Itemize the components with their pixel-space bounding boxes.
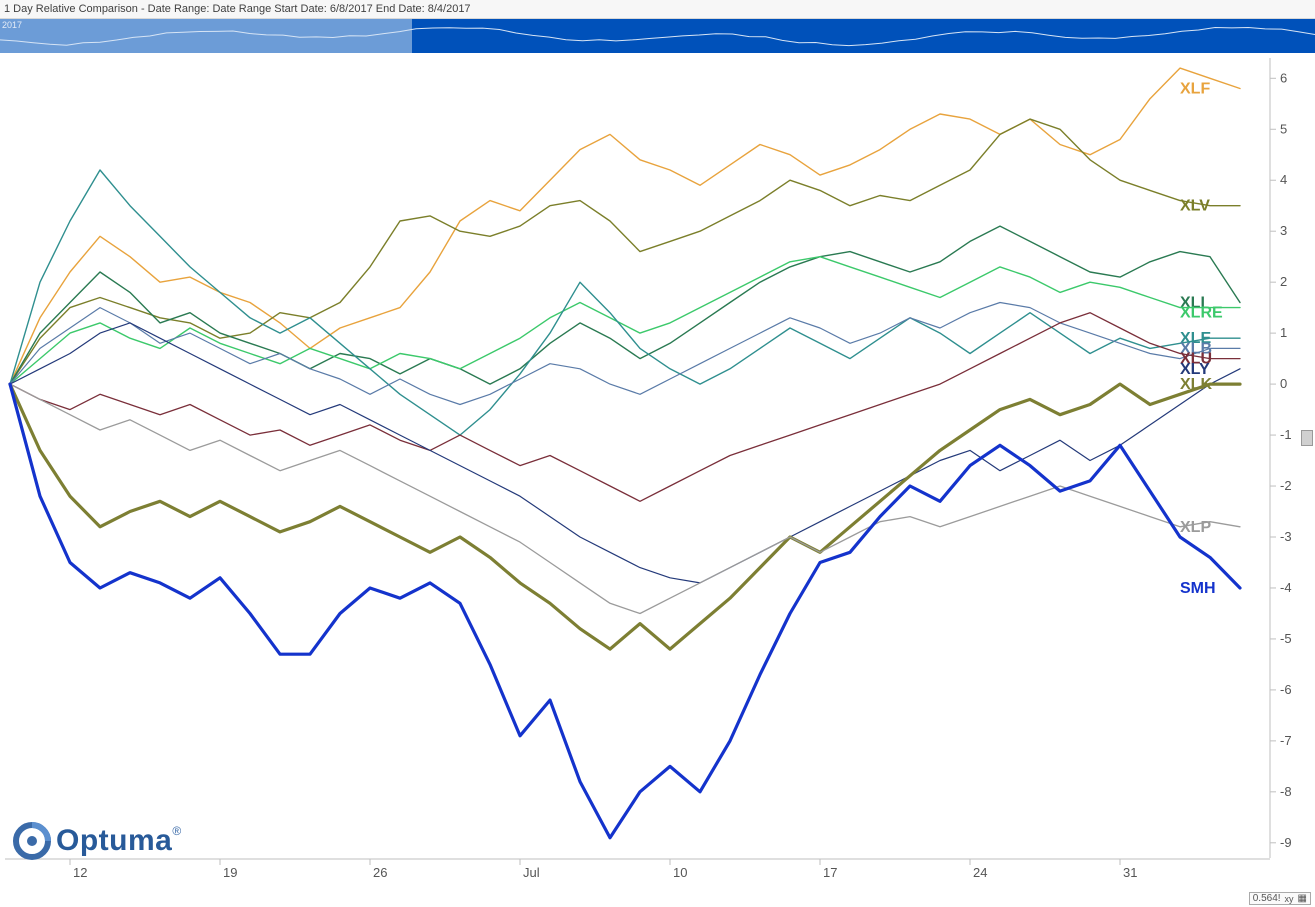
- series-label-xlre: XLRE: [1180, 305, 1223, 322]
- relative-comparison-chart: -9-8-7-6-5-4-3-2-10123456121926Jul101724…: [0, 53, 1315, 879]
- series-xlv: [10, 119, 1240, 384]
- optuma-logo: Optuma®: [12, 821, 182, 861]
- series-xly: [10, 323, 1240, 583]
- svg-text:-4: -4: [1280, 580, 1292, 595]
- svg-text:Jul: Jul: [523, 865, 540, 879]
- svg-text:31: 31: [1123, 865, 1137, 879]
- x-axis: 12 19 26 Jul 10 17 24 31: [5, 859, 1270, 879]
- series-label-xlf: XLF: [1180, 80, 1210, 97]
- series-smh: [10, 384, 1240, 838]
- navigation-strip[interactable]: 2017: [0, 19, 1315, 53]
- y-axis: -9 -8 -7 -6 -5 -4 -3 -2 -1 0 1 2 3 4 5 6: [1270, 58, 1292, 858]
- footer-readout[interactable]: 0.564! xy ▦: [1249, 892, 1311, 905]
- logo-text: Optuma: [56, 824, 172, 857]
- series-xlf: [10, 68, 1240, 384]
- nav-sparkline: [0, 19, 1315, 53]
- svg-text:12: 12: [73, 865, 87, 879]
- series-xle: [10, 170, 1240, 435]
- series-xlp: [10, 384, 1240, 613]
- series-label-xlp: XLP: [1180, 519, 1211, 536]
- svg-text:4: 4: [1280, 172, 1287, 187]
- svg-text:-9: -9: [1280, 835, 1292, 850]
- series-xlb: [10, 303, 1240, 405]
- optuma-logo-icon: [12, 821, 52, 861]
- svg-text:0: 0: [1280, 376, 1287, 391]
- svg-text:-6: -6: [1280, 682, 1292, 697]
- grid-icon: ▦: [1298, 893, 1307, 904]
- chart-title: 1 Day Relative Comparison - Date Range: …: [0, 0, 1315, 19]
- svg-text:5: 5: [1280, 121, 1287, 136]
- svg-text:-7: -7: [1280, 733, 1292, 748]
- svg-text:26: 26: [373, 865, 387, 879]
- series-xlk: [10, 384, 1240, 649]
- series-label-smh: SMH: [1180, 580, 1216, 597]
- svg-text:2: 2: [1280, 274, 1287, 289]
- svg-text:-1: -1: [1280, 427, 1292, 442]
- series-label-xlk: XLK: [1180, 376, 1212, 393]
- svg-text:6: 6: [1280, 70, 1287, 85]
- svg-text:10: 10: [673, 865, 687, 879]
- series-label-xlv: XLV: [1180, 198, 1210, 215]
- svg-text:-5: -5: [1280, 631, 1292, 646]
- logo-mark: ®: [172, 824, 181, 838]
- series-xlu: [10, 313, 1240, 502]
- svg-text:19: 19: [223, 865, 237, 879]
- svg-text:17: 17: [823, 865, 837, 879]
- svg-text:-8: -8: [1280, 784, 1292, 799]
- series-xli: [10, 226, 1240, 384]
- svg-text:24: 24: [973, 865, 987, 879]
- xy-icon: xy: [1285, 894, 1294, 904]
- footer-value: 0.564!: [1253, 893, 1281, 904]
- svg-text:1: 1: [1280, 325, 1287, 340]
- svg-text:3: 3: [1280, 223, 1287, 238]
- y-scroll-handle[interactable]: [1301, 430, 1313, 446]
- svg-text:-3: -3: [1280, 529, 1292, 544]
- svg-text:-2: -2: [1280, 478, 1292, 493]
